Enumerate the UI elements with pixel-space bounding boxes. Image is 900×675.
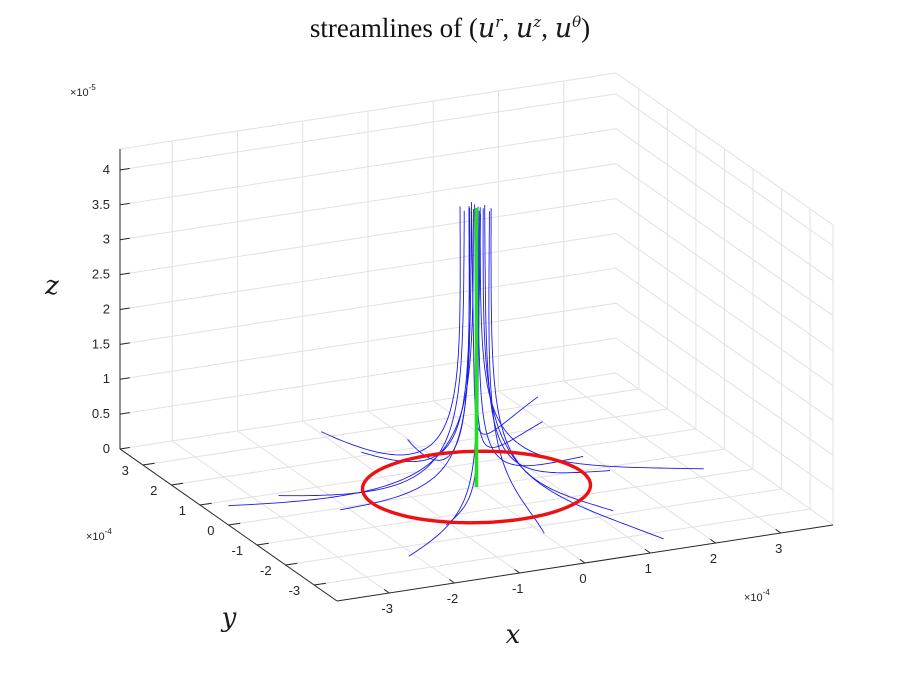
z-exponent: ×10-5 [70,83,96,99]
y-tick [199,502,212,506]
y-tick [142,462,155,466]
z-axis-label: z [44,271,59,301]
x-tick [514,568,521,574]
z-tick-label: 0.5 [92,406,110,421]
grid-line-y [285,488,782,566]
x-tick-label: -1 [512,581,524,596]
y-axis-label: y [221,603,237,633]
highlight-curves [360,207,593,525]
z-tick [119,307,130,310]
grid-line-y [314,508,811,586]
x-tick [383,588,390,594]
y-tick-label: 0 [207,523,214,538]
y-tick-label: 1 [179,503,186,518]
y-tick [228,522,241,526]
y-tick-label: 2 [150,483,157,498]
y-tick [171,482,184,486]
z-tick-label: 2.5 [92,267,110,282]
chart-title: streamlines of (ur, uz, uθ) [310,13,590,44]
x-tick [710,538,716,544]
streamline [479,207,704,470]
y-tick-label: -3 [289,583,301,598]
streamline [228,208,474,507]
grid-line-z [119,337,834,491]
z-tick [119,167,130,171]
z-tick-label: 2 [103,301,110,316]
y-tick [285,562,298,566]
z-tick-label: 4 [103,162,110,177]
y-tick [256,542,269,546]
y-tick [314,582,326,586]
x-tick-label: -3 [381,601,393,616]
streamline [490,208,614,512]
x-tick-label: 1 [645,561,652,576]
z-tick [119,202,130,206]
y-tick-label: -2 [260,563,272,578]
x-axis-label: x [506,620,521,650]
grid-line-y [171,408,668,486]
y-tick-label: -1 [231,543,243,558]
grid-line-z [119,372,834,526]
streamline [477,206,584,467]
x-tick [775,528,782,534]
y-exponent: ×10-4 [86,527,112,543]
streamline [484,205,611,474]
z-tick-label: 0 [103,441,110,456]
z-tick [119,412,130,415]
grid-line-z [119,198,834,352]
z-tick [119,237,130,241]
grid-line-z [119,163,834,317]
grid-line-y [142,388,639,466]
grid-line-z [119,128,834,282]
z-tick [119,272,130,276]
grid-line-y [199,428,697,506]
x-tick [449,578,455,584]
x-tick [644,548,651,554]
grid-line-z [119,302,834,456]
y-tick-label: 3 [122,463,129,478]
x-tick-label: 3 [775,541,782,556]
z-tick-label: 1.5 [92,336,110,351]
z-tick-label: 3.5 [92,197,110,212]
z-tick-label: 3 [103,232,110,247]
streamline [321,206,461,456]
x-tick-label: 0 [579,571,586,586]
z-tick-label: 1 [103,371,110,386]
x-tick [579,558,586,564]
streamline-series [228,201,704,557]
axes-frame [119,149,834,602]
grid-line-z [119,267,834,421]
vortex-ring [360,449,593,525]
grid-line-y [256,468,754,546]
box-edge [119,72,834,226]
x-tick-label: -2 [447,591,459,606]
grid-line-z [119,93,834,247]
streamline [482,208,664,540]
streamline [408,213,481,557]
grid-line-z [119,232,834,386]
z-tick [119,377,130,380]
streamline [488,211,545,534]
z-tick [119,447,130,450]
x-tick-label: 2 [710,551,717,566]
z-tick [119,342,130,345]
streamline [340,211,472,511]
x-exponent: ×10-4 [744,588,770,604]
